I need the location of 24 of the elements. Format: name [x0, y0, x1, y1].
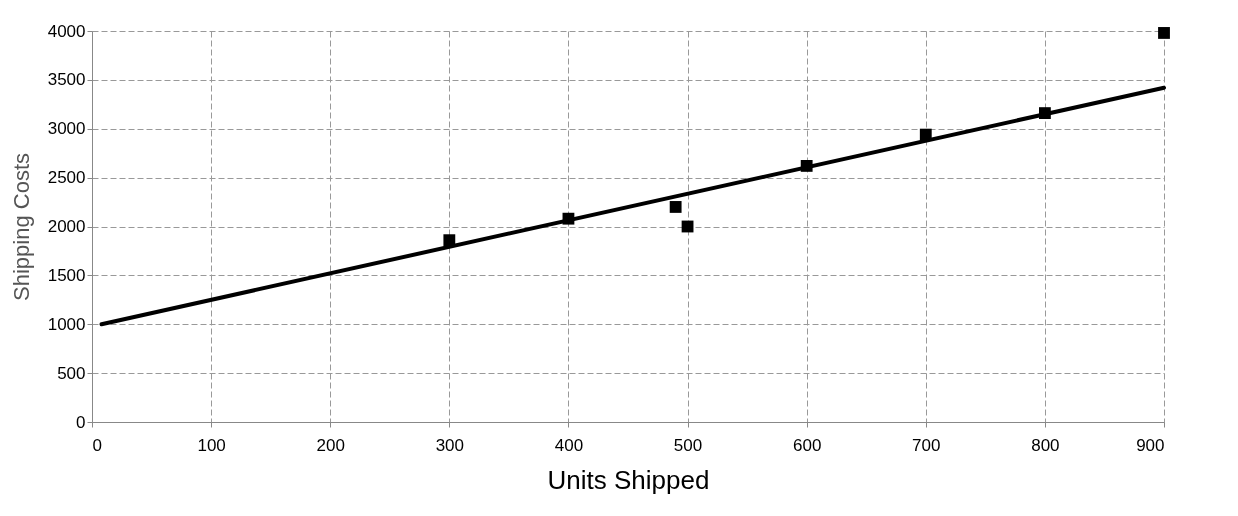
y-tick-label: 2500: [47, 168, 86, 188]
point: [1158, 27, 1170, 39]
y-tick-label: 3000: [47, 119, 86, 139]
x-tick-label: 500: [673, 435, 703, 455]
x-tick-label: 800: [1031, 435, 1060, 455]
y-tick-label: 500: [57, 363, 86, 383]
y-tick-label: 2000: [47, 217, 86, 236]
x-tick-label: 300: [435, 435, 465, 455]
x-tick-label: 700: [912, 435, 941, 455]
x-tick-label: 200: [316, 435, 345, 455]
x-tick-label: 0: [92, 435, 102, 455]
x-tick-label: 900: [1136, 435, 1165, 455]
y-tick-label: 4000: [47, 21, 86, 41]
point: [443, 234, 456, 247]
y-tick-label: 1500: [47, 265, 86, 285]
point: [669, 201, 682, 213]
x-tick-label: 600: [792, 435, 822, 455]
y-tick-label: 0: [76, 412, 86, 432]
y-tick-label: 1000: [47, 314, 86, 334]
y-tick-label: 3500: [47, 70, 86, 90]
x-tick-label: 100: [197, 435, 226, 455]
y-axis-title: Shipping Costs: [8, 153, 34, 301]
x-axis-title: Units Shipped: [547, 464, 710, 495]
x-tick-label: 400: [554, 435, 584, 455]
